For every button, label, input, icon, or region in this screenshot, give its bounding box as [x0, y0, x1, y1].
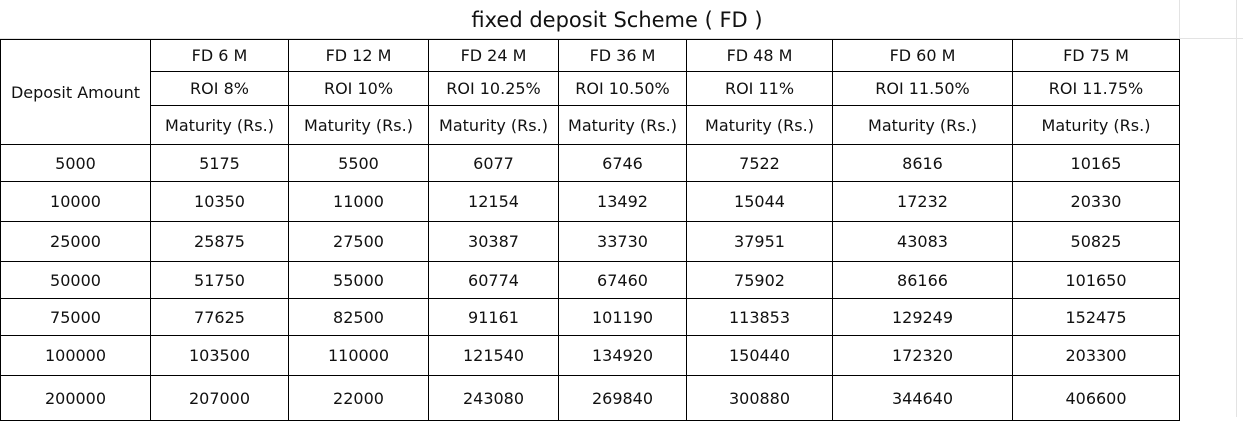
plan-header[interactable]: FD 60 M [832, 39, 1013, 72]
maturity-header[interactable]: Maturity (Rs.) [1012, 105, 1180, 145]
maturity-cell[interactable]: 25875 [150, 221, 289, 262]
table-row: 75000 77625 82500 91161 101190 113853 12… [0, 298, 1180, 336]
roi-header[interactable]: ROI 10.25% [428, 71, 559, 106]
maturity-header[interactable]: Maturity (Rs.) [686, 105, 833, 145]
plan-header[interactable]: FD 6 M [150, 39, 289, 72]
maturity-cell[interactable]: 17232 [832, 181, 1013, 222]
maturity-cell[interactable]: 82500 [288, 298, 429, 336]
roi-header-row: ROI 8% ROI 10% ROI 10.25% ROI 10.50% ROI… [1, 71, 1180, 106]
maturity-cell[interactable]: 406600 [1012, 375, 1180, 421]
maturity-cell[interactable]: 6746 [558, 144, 687, 182]
maturity-cell[interactable]: 8616 [832, 144, 1013, 182]
table-row: 25000 25875 27500 30387 33730 37951 4308… [0, 221, 1180, 262]
plan-header[interactable]: FD 12 M [288, 39, 429, 72]
maturity-cell[interactable]: 10165 [1012, 144, 1180, 182]
table-row: 50000 51750 55000 60774 67460 75902 8616… [0, 261, 1180, 299]
maturity-cell[interactable]: 30387 [428, 221, 559, 262]
maturity-cell[interactable]: 101190 [558, 298, 687, 336]
deposit-amount-cell[interactable]: 5000 [0, 144, 151, 182]
maturity-header[interactable]: Maturity (Rs.) [288, 105, 429, 145]
maturity-cell[interactable]: 75902 [686, 261, 833, 299]
maturity-cell[interactable]: 15044 [686, 181, 833, 222]
maturity-cell[interactable]: 20330 [1012, 181, 1180, 222]
maturity-cell[interactable]: 22000 [288, 375, 429, 421]
maturity-cell[interactable]: 33730 [558, 221, 687, 262]
maturity-cell[interactable]: 11000 [288, 181, 429, 222]
maturity-cell[interactable]: 110000 [288, 335, 429, 376]
deposit-amount-cell[interactable]: 50000 [0, 261, 151, 299]
roi-header[interactable]: ROI 11.75% [1012, 71, 1180, 106]
plan-header-row: Deposit Amount FD 6 M FD 12 M FD 24 M FD… [0, 39, 1180, 145]
maturity-cell[interactable]: 27500 [288, 221, 429, 262]
deposit-amount-cell[interactable]: 10000 [0, 181, 151, 222]
plan-header[interactable]: FD 24 M [428, 39, 559, 72]
maturity-cell[interactable]: 150440 [686, 335, 833, 376]
maturity-cell[interactable]: 113853 [686, 298, 833, 336]
maturity-header[interactable]: Maturity (Rs.) [558, 105, 687, 145]
maturity-cell[interactable]: 101650 [1012, 261, 1180, 299]
maturity-header-row: Maturity (Rs.) Maturity (Rs.) Maturity (… [1, 105, 1180, 145]
maturity-cell[interactable]: 77625 [150, 298, 289, 336]
deposit-amount-cell[interactable]: 75000 [0, 298, 151, 336]
maturity-cell[interactable]: 344640 [832, 375, 1013, 421]
maturity-cell[interactable]: 129249 [832, 298, 1013, 336]
roi-header[interactable]: ROI 10.50% [558, 71, 687, 106]
table-row: 10000 10350 11000 12154 13492 15044 1723… [0, 181, 1180, 222]
sheet-title: fixed deposit Scheme ( FD ) [471, 8, 763, 32]
maturity-cell[interactable]: 134920 [558, 335, 687, 376]
maturity-header[interactable]: Maturity (Rs.) [832, 105, 1013, 145]
roi-header[interactable]: ROI 8% [150, 71, 289, 106]
maturity-cell[interactable]: 243080 [428, 375, 559, 421]
maturity-cell[interactable]: 300880 [686, 375, 833, 421]
maturity-cell[interactable]: 55000 [288, 261, 429, 299]
maturity-cell[interactable]: 91161 [428, 298, 559, 336]
fd-scheme-table: Deposit Amount FD 6 M FD 12 M FD 24 M FD… [0, 39, 1180, 421]
maturity-cell[interactable]: 5175 [150, 144, 289, 182]
deposit-amount-header[interactable]: Deposit Amount [0, 39, 151, 145]
maturity-cell[interactable]: 103500 [150, 335, 289, 376]
maturity-cell[interactable]: 50825 [1012, 221, 1180, 262]
table-row: 200000 207000 22000 243080 269840 300880… [0, 375, 1180, 421]
plan-header[interactable]: FD 48 M [686, 39, 833, 72]
deposit-amount-cell[interactable]: 100000 [0, 335, 151, 376]
maturity-header[interactable]: Maturity (Rs.) [428, 105, 559, 145]
roi-header[interactable]: ROI 11% [686, 71, 833, 106]
maturity-cell[interactable]: 13492 [558, 181, 687, 222]
roi-header[interactable]: ROI 11.50% [832, 71, 1013, 106]
maturity-cell[interactable]: 86166 [832, 261, 1013, 299]
roi-header[interactable]: ROI 10% [288, 71, 429, 106]
deposit-amount-cell[interactable]: 200000 [0, 375, 151, 421]
maturity-cell[interactable]: 5500 [288, 144, 429, 182]
maturity-cell[interactable]: 121540 [428, 335, 559, 376]
maturity-cell[interactable]: 43083 [832, 221, 1013, 262]
maturity-header[interactable]: Maturity (Rs.) [150, 105, 289, 145]
maturity-cell[interactable]: 6077 [428, 144, 559, 182]
table-row: 100000 103500 110000 121540 134920 15044… [0, 335, 1180, 376]
maturity-cell[interactable]: 67460 [558, 261, 687, 299]
maturity-cell[interactable]: 7522 [686, 144, 833, 182]
maturity-cell[interactable]: 152475 [1012, 298, 1180, 336]
table-row: 5000 5175 5500 6077 6746 7522 8616 10165 [0, 144, 1180, 182]
maturity-cell[interactable]: 60774 [428, 261, 559, 299]
deposit-amount-cell[interactable]: 25000 [0, 221, 151, 262]
plan-header[interactable]: FD 75 M [1012, 39, 1180, 72]
maturity-cell[interactable]: 10350 [150, 181, 289, 222]
maturity-cell[interactable]: 172320 [832, 335, 1013, 376]
maturity-cell[interactable]: 51750 [150, 261, 289, 299]
maturity-cell[interactable]: 37951 [686, 221, 833, 262]
maturity-cell[interactable]: 269840 [558, 375, 687, 421]
maturity-cell[interactable]: 203300 [1012, 335, 1180, 376]
maturity-cell[interactable]: 207000 [150, 375, 289, 421]
maturity-cell[interactable]: 12154 [428, 181, 559, 222]
plan-header[interactable]: FD 36 M [558, 39, 687, 72]
